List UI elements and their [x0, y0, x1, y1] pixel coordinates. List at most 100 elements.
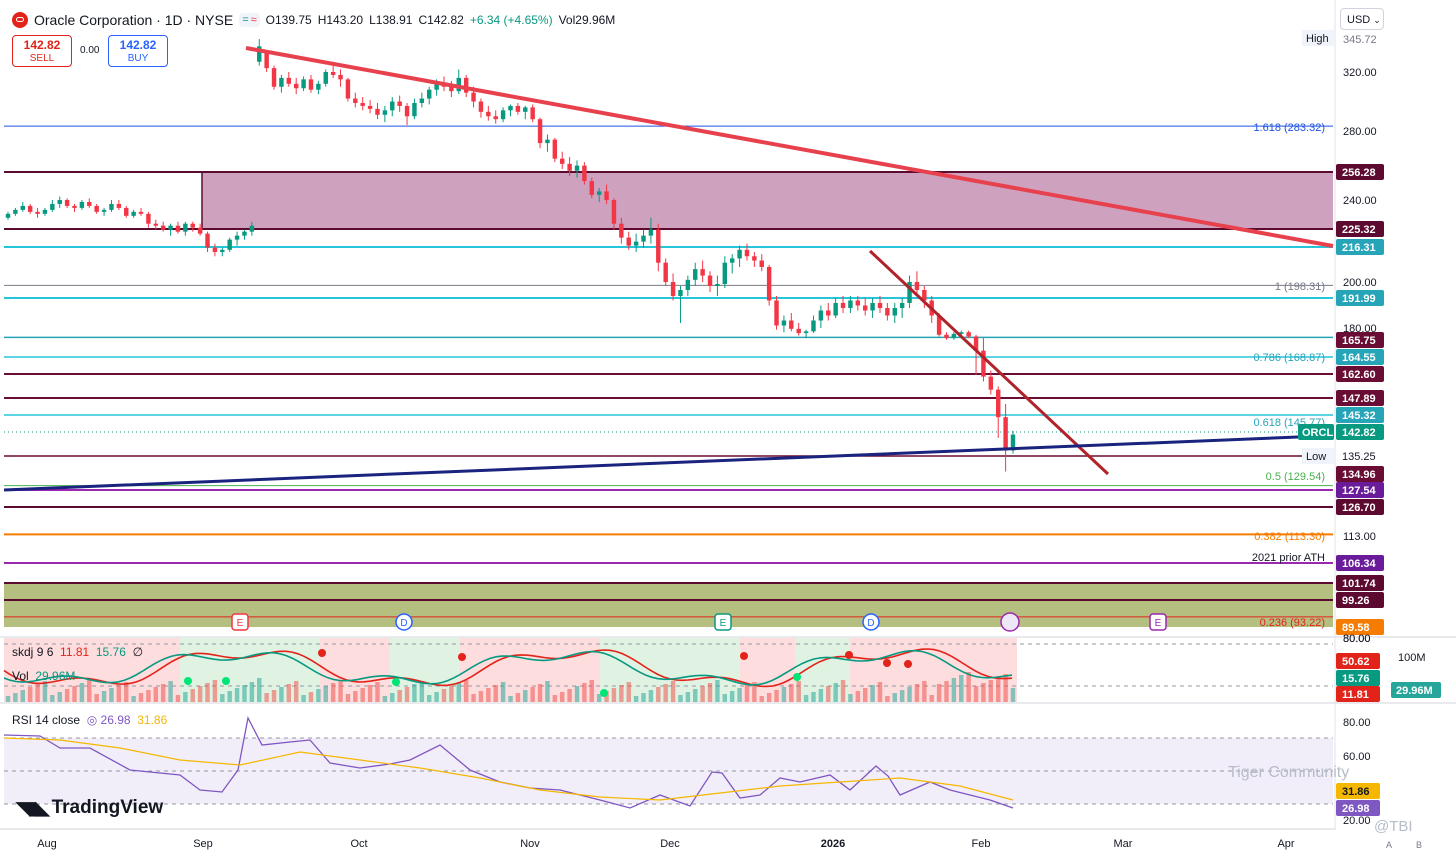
fib-label: 0.382 (113.30): [1254, 531, 1325, 543]
candle-body: [818, 310, 824, 321]
volume-bar: [693, 689, 698, 702]
event-marker[interactable]: E: [231, 613, 249, 631]
fib-label: 0.5 (129.54): [1266, 471, 1325, 483]
price-level-tag: [1336, 366, 1384, 382]
candle-body: [833, 302, 838, 316]
candle-body: [796, 328, 801, 334]
sell-button[interactable]: 142.82 SELL: [12, 35, 72, 67]
rsi-ma-tag-text: 31.86: [1342, 786, 1370, 798]
resistance-zone: [4, 172, 1333, 229]
candle-body: [589, 181, 595, 195]
candle-body: [220, 249, 225, 252]
earnings-marker-icon: [714, 613, 732, 631]
volume-legend[interactable]: Vol 29.96M: [12, 669, 75, 683]
volume-bar: [64, 689, 70, 702]
volume-bar: [589, 680, 595, 702]
event-marker-label: E: [1155, 618, 1162, 629]
currency-label: USD: [1347, 14, 1371, 26]
price-tick-label: 240.00: [1343, 195, 1377, 207]
price-level-tag: [1336, 555, 1384, 571]
buy-button[interactable]: 142.82 BUY: [108, 35, 168, 67]
volume-bar: [390, 693, 395, 702]
rsi-ma-tag: [1336, 783, 1380, 799]
currency-select[interactable]: USD ⌄: [1340, 8, 1384, 30]
volume-bar: [848, 694, 853, 702]
skdj-legend[interactable]: skdj 9 6 11.81 15.76 ∅: [12, 645, 143, 659]
axis-mode-log: B: [1416, 840, 1422, 850]
price-level-tag: [1336, 239, 1384, 255]
time-axis-label: Dec: [660, 838, 680, 850]
trendline-descending-resistance: [245, 46, 1334, 248]
candle-body: [471, 92, 476, 102]
tradingview-mark-icon: ◥▮◣: [16, 797, 50, 818]
symbol-title[interactable]: Oracle Corporation · 1D · NYSE: [34, 12, 234, 28]
price-level-tag-text: 101.74: [1342, 578, 1377, 590]
volume-bar: [493, 685, 498, 702]
trendline-rising-support: [3, 435, 1299, 492]
compare-toggle[interactable]: = ≈: [239, 13, 260, 27]
candle-body: [981, 350, 986, 377]
skdj-signal-dot: [600, 689, 608, 697]
skdj-signal-dot: [222, 677, 230, 685]
volume-bar: [582, 683, 587, 702]
tradingview-logo[interactable]: ◥▮◣ TradingView: [16, 797, 163, 819]
volume-bar: [545, 681, 550, 702]
volume-axis-label: 100M: [1398, 652, 1426, 664]
volume-bar: [242, 685, 247, 702]
volume-bar: [515, 693, 521, 702]
spread-value: 0.00: [80, 45, 100, 56]
skdj-signal-dot: [883, 659, 891, 667]
skdj-value-tag-text: 50.62: [1342, 656, 1370, 668]
candle-body: [633, 241, 639, 246]
candle-body: [308, 79, 314, 90]
skdj-label: skdj: [12, 645, 34, 659]
skdj-signal-dot: [904, 660, 912, 668]
volume-bar: [966, 672, 971, 702]
volume-bar: [168, 681, 173, 702]
candle-body: [345, 79, 351, 99]
volume-bar: [729, 691, 735, 702]
candle-body: [338, 74, 343, 80]
volume-bar: [508, 696, 513, 702]
candle-body: [116, 203, 122, 208]
event-marker[interactable]: D: [862, 613, 880, 631]
volume-bar: [412, 684, 417, 702]
candle-body: [257, 46, 262, 62]
volume-bar: [633, 696, 639, 702]
event-marker-label: E: [720, 618, 727, 629]
volume-bar: [530, 687, 535, 702]
event-marker[interactable]: E: [1149, 613, 1167, 631]
tradingview-text: TradingView: [51, 797, 164, 818]
price-level-tag-text: 225.32: [1342, 224, 1376, 236]
ticker-tag-text: ORCL: [1302, 427, 1333, 439]
event-marker[interactable]: E: [714, 613, 732, 631]
candle-body: [619, 223, 624, 238]
volume-bar: [523, 690, 528, 702]
event-marker[interactable]: D: [395, 613, 413, 631]
chevron-down-icon: ⌄: [1373, 15, 1381, 25]
candle-body: [242, 231, 247, 236]
price-level-tag: [1336, 164, 1384, 180]
rsi-legend[interactable]: RSI 14 close ◎ 26.98 31.86: [12, 713, 167, 727]
price-level-tag: [1336, 575, 1384, 591]
candle-body: [729, 258, 735, 263]
volume-bar: [944, 681, 949, 702]
candle-body: [434, 83, 439, 90]
candle-body: [486, 111, 491, 117]
volume-bar: [286, 684, 292, 702]
volume-bar: [79, 683, 85, 702]
price-level-tag-text: 99.26: [1342, 595, 1370, 607]
event-marker-label: D: [867, 618, 874, 629]
price-level-tag: [1336, 407, 1384, 423]
candle-body: [944, 334, 949, 339]
volume-bar: [316, 689, 321, 702]
volume-bar: [293, 681, 299, 702]
volume-bar: [803, 695, 809, 702]
volume-bar: [27, 687, 33, 702]
price-level-tag-text: 89.58: [1342, 622, 1370, 634]
volume-bar: [441, 689, 447, 702]
candle-body: [50, 203, 55, 210]
volume-bar: [35, 684, 40, 702]
candle-body: [781, 320, 787, 326]
